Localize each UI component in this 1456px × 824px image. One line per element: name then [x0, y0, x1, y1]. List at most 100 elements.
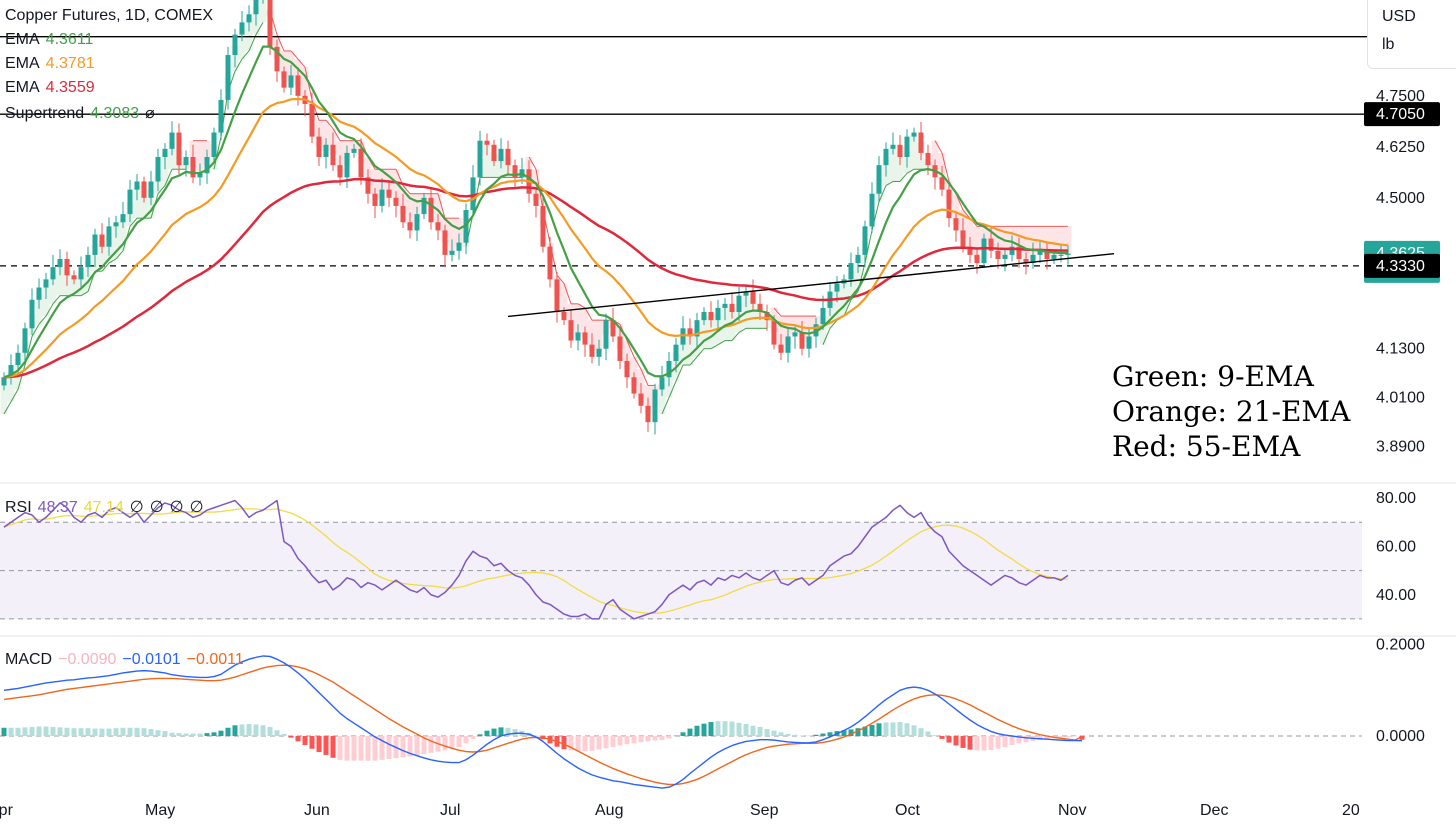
- candle: [85, 246, 91, 277]
- candle-body: [743, 291, 749, 296]
- annotation-line-3: Red: 55-EMA: [1112, 430, 1301, 463]
- supertrend-fill: [245, 18, 253, 51]
- candle-body: [323, 144, 329, 157]
- candle-body: [274, 46, 280, 72]
- rsi-hidden-icon-3[interactable]: ∅: [169, 499, 184, 516]
- macd-histogram-bar: [596, 736, 602, 750]
- rsi-tick-label: 80.00: [1376, 490, 1416, 507]
- measure-label[interactable]: lb: [1382, 36, 1395, 53]
- supertrend-fill: [448, 218, 456, 253]
- candle-body: [757, 303, 763, 312]
- candle: [57, 249, 63, 276]
- macd-histogram-bar: [701, 723, 707, 736]
- rsi-legend[interactable]: RSI 48.37 47.14 ∅ ∅ ∅ ∅: [5, 497, 210, 517]
- candle-body: [1030, 254, 1036, 264]
- candle: [946, 180, 952, 228]
- candle-body: [736, 295, 742, 312]
- candle: [897, 134, 903, 166]
- supertrend-segment: [325, 119, 334, 129]
- candle: [694, 312, 700, 348]
- candle: [988, 227, 994, 259]
- candle-body: [694, 320, 700, 337]
- macd-histogram-bar: [988, 736, 994, 750]
- candle-body: [253, 0, 259, 15]
- supertrend-fill: [560, 283, 568, 317]
- candle: [1030, 242, 1036, 269]
- ema2-legend[interactable]: EMA 4.3781: [5, 55, 101, 73]
- supertrend-segment: [332, 128, 341, 141]
- unit-selector[interactable]: USD lb: [1367, 0, 1456, 69]
- candle-body: [1002, 254, 1008, 259]
- ema3-legend[interactable]: EMA 4.3559: [5, 79, 101, 97]
- candle: [1044, 243, 1050, 270]
- supertrend-fill: [133, 185, 141, 219]
- supertrend-segment: [899, 172, 908, 182]
- supertrend-segment: [710, 344, 719, 350]
- candle-body: [974, 254, 980, 264]
- rsi-hidden-icon-1[interactable]: ∅: [129, 499, 144, 516]
- candle-body: [904, 136, 910, 157]
- macd-value: −0.0101: [122, 651, 181, 668]
- supertrend-fill: [455, 218, 463, 247]
- candle: [393, 191, 399, 218]
- macd-histogram-bar: [498, 727, 504, 736]
- candle-body: [638, 393, 644, 406]
- time-tick-label: Oct: [895, 802, 920, 819]
- macd-histogram-bar: [960, 736, 966, 748]
- candle: [162, 143, 168, 170]
- macd-histogram-bar: [358, 736, 364, 761]
- supertrend-segment: [577, 303, 586, 309]
- price-tick-label: 3.8900: [1376, 439, 1425, 456]
- ema1-legend[interactable]: EMA 4.3611: [5, 31, 99, 49]
- candle: [407, 212, 413, 239]
- candle: [820, 295, 826, 330]
- hidden-eye-icon[interactable]: ⌀: [145, 105, 155, 122]
- candle-body: [155, 157, 161, 182]
- supertrend-segment: [934, 140, 943, 154]
- ema-9-line: [3, 45, 1069, 379]
- price-tick-label: 4.1300: [1376, 341, 1425, 358]
- candle: [715, 299, 721, 330]
- candle-body: [806, 336, 812, 349]
- candle-body: [813, 324, 819, 337]
- supertrend-fill: [70, 277, 78, 296]
- macd-histogram-bar: [610, 736, 616, 748]
- supertrend-segment: [528, 156, 537, 170]
- macd-histogram-bar: [939, 736, 945, 739]
- candle: [246, 5, 252, 32]
- macd-histogram-bar: [330, 736, 336, 758]
- candle-body: [575, 332, 581, 341]
- supertrend-segment: [17, 364, 26, 390]
- macd-line: [3, 655, 1083, 789]
- rsi-hidden-icon-4[interactable]: ∅: [189, 499, 204, 516]
- macd-histogram-bar: [743, 724, 749, 736]
- macd-histogram-bar: [239, 724, 245, 736]
- candle: [785, 328, 791, 363]
- supertrend-segment: [234, 58, 243, 72]
- supertrend-fill: [686, 332, 694, 366]
- candle: [610, 307, 616, 343]
- macd-histogram-bar: [1009, 736, 1015, 746]
- macd-legend[interactable]: MACD −0.0090 −0.0101 −0.0011: [5, 651, 250, 669]
- candle-body: [141, 181, 147, 198]
- candle: [190, 144, 196, 184]
- candle-body: [246, 14, 252, 23]
- candle-body: [960, 230, 966, 247]
- macd-histogram-bar: [918, 728, 924, 736]
- ema2-label: EMA: [5, 55, 40, 72]
- supertrend-legend[interactable]: Supertrend 4.3083 ⌀: [5, 103, 161, 123]
- supertrend-fill: [994, 226, 1002, 255]
- supertrend-segment: [52, 295, 61, 305]
- macd-histogram-bar: [365, 736, 371, 761]
- candle-body: [239, 22, 245, 35]
- annotation-line-2: Orange: 21-EMA: [1112, 395, 1351, 428]
- candle: [547, 236, 553, 288]
- currency-label[interactable]: USD: [1382, 8, 1416, 25]
- candle-body: [897, 144, 903, 157]
- time-tick-label: Jul: [440, 802, 460, 819]
- candle-body: [981, 238, 987, 264]
- rsi-hidden-icon-2[interactable]: ∅: [149, 499, 164, 516]
- macd-histogram-bar: [183, 733, 189, 736]
- supertrend-fill: [679, 336, 687, 366]
